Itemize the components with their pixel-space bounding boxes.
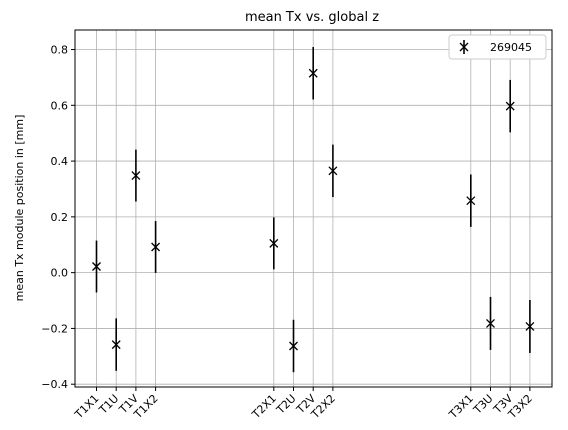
chart-title: mean Tx vs. global z [245, 10, 379, 25]
data-point [151, 242, 161, 252]
data-point [92, 262, 101, 271]
y-tick-label: 0.0 [51, 267, 69, 280]
marker-stroke [289, 341, 298, 351]
data-point [525, 322, 535, 331]
marker-stroke [308, 68, 318, 78]
plot-frame [74, 29, 553, 388]
legend-marker [459, 42, 469, 52]
legend-box [448, 34, 547, 60]
marker-stroke [328, 166, 338, 176]
data-point [269, 238, 279, 248]
marker-stroke [525, 322, 535, 331]
grid-lines [75, 30, 552, 387]
y-tick-label: 0.4 [51, 155, 69, 168]
marker-stroke [505, 101, 515, 111]
y-tick-label: −0.2 [41, 322, 68, 335]
marker-stroke [131, 171, 141, 181]
data-series [92, 47, 535, 373]
y-axis: −0.4 −0.2 0.0 0.2 0.4 0.6 0.8 [41, 44, 75, 391]
marker-stroke [459, 42, 469, 52]
marker-stroke [92, 262, 101, 271]
y-tick-label: −0.4 [41, 378, 68, 391]
marker-stroke [466, 196, 476, 206]
data-point [466, 196, 476, 206]
y-tick-label: 0.2 [51, 211, 69, 224]
y-axis-label: mean Tx module position in [mm] [13, 115, 26, 302]
legend: 269045 [448, 34, 547, 60]
marker-stroke [111, 340, 121, 350]
legend-label: 269045 [490, 41, 532, 54]
data-point [308, 68, 318, 78]
data-point [486, 318, 495, 328]
data-point [505, 101, 515, 111]
marker-stroke [151, 242, 161, 252]
marker-stroke [269, 238, 279, 248]
marker-stroke [486, 318, 495, 328]
y-tick-label: 0.8 [51, 44, 69, 57]
data-point [328, 166, 338, 176]
data-point [111, 340, 121, 350]
data-point [289, 341, 298, 351]
data-point [131, 171, 141, 181]
y-tick-label: 0.6 [51, 99, 69, 112]
